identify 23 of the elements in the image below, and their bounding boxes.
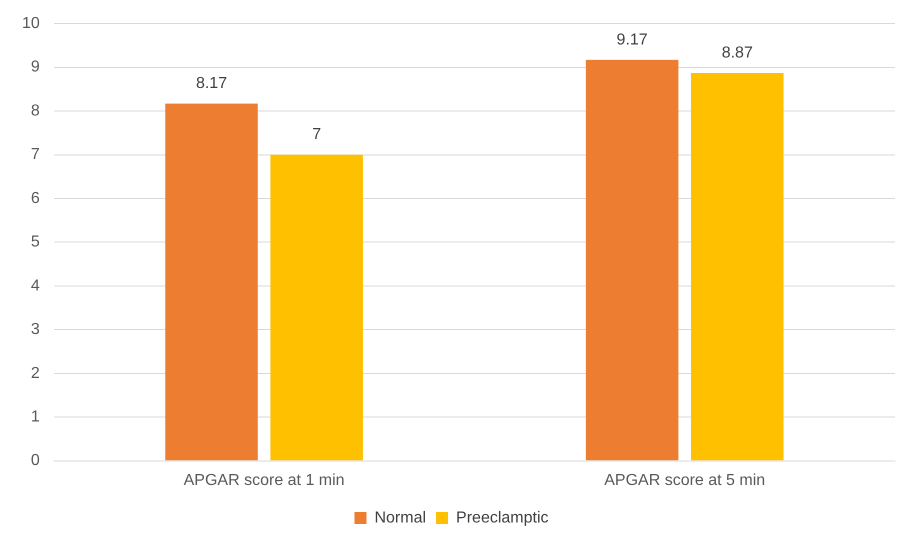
data-label: 8.17 — [196, 75, 228, 92]
data-label: 8.87 — [722, 44, 753, 62]
bar — [691, 73, 784, 460]
bar — [586, 60, 678, 460]
y-tick-label: 10 — [22, 15, 40, 32]
y-tick-label: 9 — [30, 58, 40, 76]
y-tick-label: 4 — [30, 277, 40, 294]
y-tick-label: 2 — [30, 364, 40, 382]
x-tick-label: APGAR score at 5 min — [604, 472, 766, 489]
data-label: 7 — [312, 126, 322, 144]
y-tick-label: 1 — [30, 408, 40, 426]
bar — [270, 154, 363, 460]
y-tick-label: 8 — [30, 102, 40, 120]
y-tick-label: 5 — [30, 234, 40, 251]
legend-label: Normal — [374, 509, 426, 526]
bar — [165, 104, 258, 460]
y-tick-label: 3 — [30, 321, 40, 338]
y-tick-label: 7 — [30, 146, 40, 164]
legend-label: Preeclamptic — [456, 509, 549, 526]
y-tick-label: 0 — [30, 452, 40, 470]
x-tick-label: APGAR score at 1 min — [184, 472, 345, 489]
y-tick-label: 6 — [30, 190, 40, 207]
data-label: 9.17 — [616, 31, 648, 48]
